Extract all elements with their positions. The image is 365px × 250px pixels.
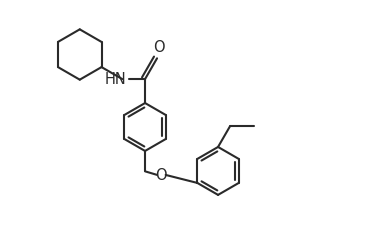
Text: O: O	[153, 40, 164, 54]
Text: O: O	[155, 168, 166, 183]
Text: HN: HN	[104, 72, 126, 87]
